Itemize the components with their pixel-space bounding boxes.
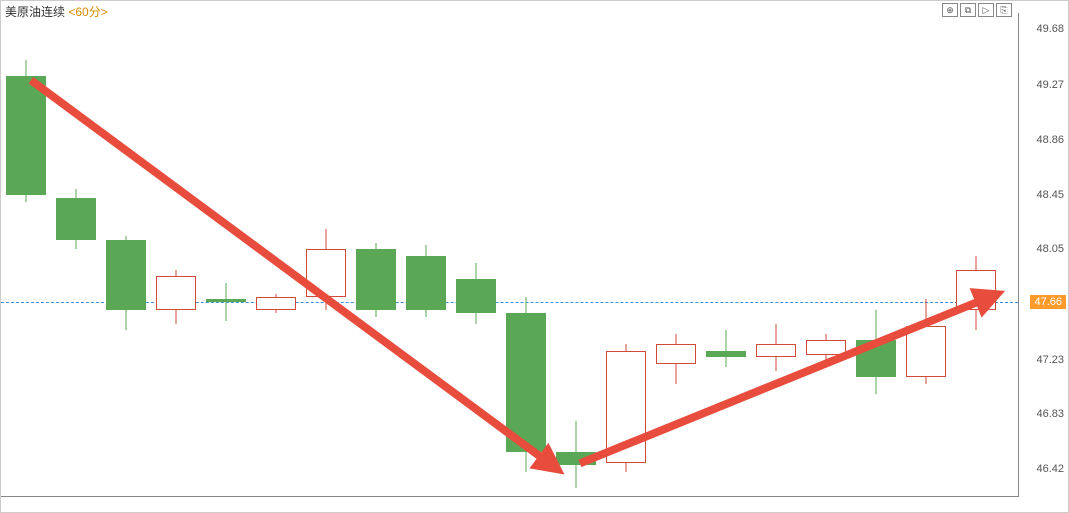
chart-toolbar: ⊕ ⧉ ▷ ⎘	[942, 3, 1012, 17]
instrument-title: 美原油连续	[5, 5, 65, 19]
candle	[606, 13, 646, 499]
candle	[256, 13, 296, 499]
candle	[6, 13, 46, 499]
y-tick-label: 49.27	[1036, 79, 1064, 91]
y-tick-label: 46.42	[1036, 463, 1064, 475]
timeframe-label: <60分>	[68, 5, 107, 19]
y-tick-label: 47.23	[1036, 354, 1064, 366]
y-tick-label: 49.68	[1036, 23, 1064, 35]
candle	[506, 13, 546, 499]
candle	[556, 13, 596, 499]
chart-header: 美原油连续 <60分>	[5, 3, 108, 20]
candle	[906, 13, 946, 499]
candle	[206, 13, 246, 499]
candle	[856, 13, 896, 499]
candle	[806, 13, 846, 499]
candle	[456, 13, 496, 499]
candle	[706, 13, 746, 499]
y-tick-label: 48.05	[1036, 243, 1064, 255]
candle	[756, 13, 796, 499]
candle	[956, 13, 996, 499]
play-icon[interactable]: ▷	[978, 3, 994, 17]
candle	[106, 13, 146, 499]
candle	[56, 13, 96, 499]
y-tick-label: 48.86	[1036, 134, 1064, 146]
candle	[156, 13, 196, 499]
y-tick-label: 46.83	[1036, 408, 1064, 420]
candle	[656, 13, 696, 499]
candle	[406, 13, 446, 499]
plot-area[interactable]	[1, 13, 1018, 497]
candle	[356, 13, 396, 499]
chart-container: 美原油连续 <60分> ⊕ ⧉ ▷ ⎘ 49.68 49.27 48.86 48.45…	[0, 0, 1069, 513]
y-tick-label: 48.45	[1036, 189, 1064, 201]
crosshair-icon[interactable]: ⊕	[942, 3, 958, 17]
y-axis: 49.68 49.27 48.86 48.45 48.05 47.66 47.23 46.83…	[1018, 13, 1068, 497]
grid-icon[interactable]: ⧉	[960, 3, 976, 17]
export-icon[interactable]: ⎘	[996, 3, 1012, 17]
candle	[306, 13, 346, 499]
current-price-badge: 47.66	[1030, 295, 1066, 309]
